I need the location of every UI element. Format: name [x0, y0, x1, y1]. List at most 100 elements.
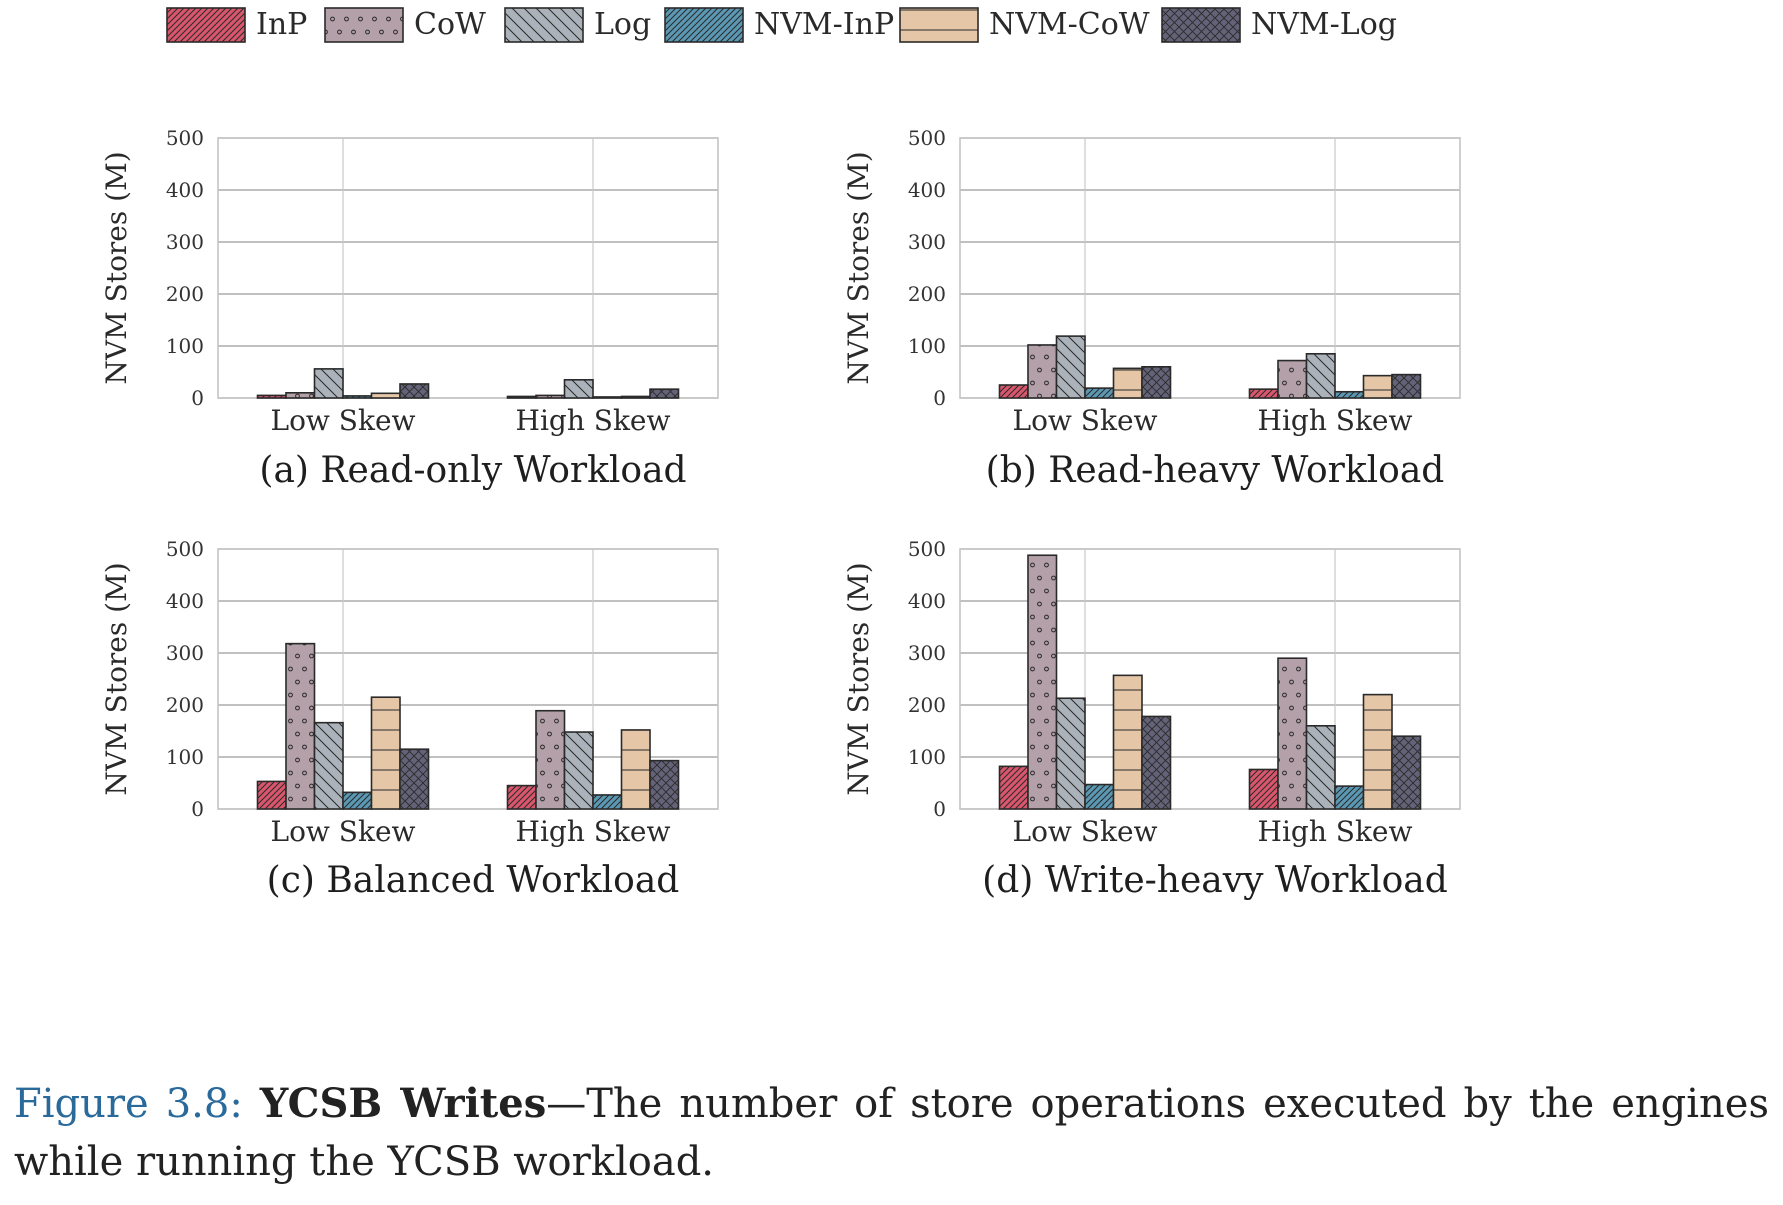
plot-border — [217, 137, 719, 399]
chart-panel-c: 0 100 200 300 400 500 Low Skew High Skew NVM Sto… — [100, 537, 719, 901]
bar-inp-low-skew — [998, 765, 1029, 810]
y-tick-label: 200 — [908, 693, 946, 717]
plot-area — [218, 138, 718, 398]
bar-nvm-log-high-skew — [649, 759, 680, 810]
bar-inp-high-skew — [1248, 388, 1279, 399]
bar-inp-low-skew — [256, 394, 287, 399]
legend-swatch — [1161, 7, 1241, 43]
bar-nvm-log-low-skew — [399, 383, 430, 399]
x-tick-label: Low Skew — [1012, 404, 1157, 437]
bar-nvm-inp-low-skew — [342, 395, 373, 399]
y-axis-label: NVM Stores (M) — [100, 151, 133, 384]
chart-panel-b: 0 100 200 300 400 500 Low Skew High Skew NVM Sto… — [842, 126, 1461, 491]
x-tick-label: High Skew — [1258, 404, 1413, 437]
plot-border — [217, 548, 719, 810]
legend-item-nvm-cow: NVM-CoW — [899, 7, 1150, 43]
legend-label: NVM-Log — [1251, 7, 1397, 42]
bar-log-high-skew — [1305, 352, 1336, 399]
bar-nvm-inp-low-skew — [1084, 783, 1115, 810]
x-tick-label: Low Skew — [270, 404, 415, 437]
y-tick-label: 0 — [933, 797, 946, 821]
bar-log-high-skew — [1305, 724, 1336, 810]
bar-inp-high-skew — [506, 395, 537, 399]
bar-inp-high-skew — [506, 784, 537, 810]
figure-caption: Figure 3.8: YCSB Writes—The number of st… — [14, 1075, 1769, 1191]
y-tick-label: 100 — [166, 745, 204, 769]
y-tick-label: 400 — [908, 178, 946, 202]
caption-label: Figure 3.8: — [14, 1081, 243, 1127]
bar-nvm-cow-high-skew — [620, 395, 651, 399]
bar-log-low-skew — [313, 721, 344, 810]
bar-nvm-inp-high-skew — [592, 794, 623, 810]
bar-log-high-skew — [563, 378, 594, 399]
bar-inp-high-skew — [1248, 768, 1279, 810]
y-tick-label: 100 — [908, 745, 946, 769]
legend-swatch — [504, 7, 584, 43]
bar-nvm-cow-high-skew — [1362, 374, 1393, 399]
bar-nvm-inp-high-skew — [592, 396, 623, 399]
caption-text: —The number of store operations executed… — [14, 1081, 1769, 1185]
y-axis-label: NVM Stores (M) — [842, 151, 875, 384]
bar-nvm-log-low-skew — [1141, 715, 1172, 810]
x-tick-label: High Skew — [1258, 815, 1413, 848]
legend-item-nvm-log: NVM-Log — [1161, 7, 1397, 43]
bar-inp-low-skew — [256, 780, 287, 810]
legend-item-log: Log — [504, 7, 651, 43]
plot-border — [959, 548, 1461, 810]
y-tick-label: 100 — [908, 334, 946, 358]
legend-item-nvm-inp: NVM-InP — [664, 7, 894, 43]
bar-log-low-skew — [1055, 697, 1086, 810]
x-tick-label: Low Skew — [1012, 815, 1157, 848]
y-tick-label: 500 — [908, 126, 946, 150]
bar-nvm-cow-high-skew — [620, 729, 651, 810]
y-tick-label: 0 — [191, 797, 204, 821]
bar-nvm-log-low-skew — [1141, 365, 1172, 399]
y-tick-label: 200 — [166, 282, 204, 306]
bar-nvm-inp-low-skew — [1084, 387, 1115, 399]
bar-cow-low-skew — [1027, 344, 1058, 399]
bar-nvm-cow-low-skew — [1112, 674, 1143, 810]
legend-swatch — [166, 7, 246, 43]
bar-nvm-log-low-skew — [399, 748, 430, 810]
panel-title: (c) Balanced Workload — [267, 860, 680, 901]
bar-cow-low-skew — [1027, 554, 1058, 810]
y-tick-label: 300 — [908, 641, 946, 665]
bar-cow-high-skew — [1277, 359, 1308, 399]
legend-label: NVM-InP — [754, 7, 894, 42]
y-tick-label: 300 — [908, 230, 946, 254]
y-tick-label: 300 — [166, 230, 204, 254]
bar-inp-low-skew — [998, 384, 1029, 399]
panel-title: (a) Read-only Workload — [259, 450, 686, 491]
bar-nvm-cow-low-skew — [370, 392, 401, 399]
bar-nvm-inp-low-skew — [342, 791, 373, 810]
legend-item-inp: InP — [166, 7, 307, 43]
x-tick-label: Low Skew — [270, 815, 415, 848]
bar-nvm-log-high-skew — [649, 388, 680, 399]
legend-item-cow: CoW — [324, 7, 486, 43]
bar-log-low-skew — [1055, 335, 1086, 399]
legend-label: InP — [256, 7, 307, 42]
legend-swatch — [899, 7, 979, 43]
bar-cow-high-skew — [535, 709, 566, 810]
x-tick-label: High Skew — [516, 815, 671, 848]
caption-bold-title: YCSB Writes — [259, 1080, 547, 1127]
y-tick-label: 300 — [166, 641, 204, 665]
y-tick-label: 100 — [166, 334, 204, 358]
bar-nvm-inp-high-skew — [1334, 785, 1365, 810]
chart-panel-a: 0 100 200 300 400 500 Low Skew High Skew NVM Sto… — [100, 126, 719, 491]
y-tick-label: 0 — [933, 386, 946, 410]
plot-border — [959, 137, 1461, 399]
x-tick-label: High Skew — [516, 404, 671, 437]
bar-nvm-inp-high-skew — [1334, 390, 1365, 399]
chart-panels: 0 100 200 300 400 500 Low Skew High Skew NVM Sto… — [100, 126, 1461, 901]
legend-label: Log — [594, 7, 651, 42]
panel-title: (b) Read-heavy Workload — [986, 450, 1445, 491]
bar-nvm-cow-low-skew — [1112, 367, 1143, 399]
legend: InP CoW Log NVM-InP NVM-CoW NVM-Log — [166, 7, 1397, 43]
y-axis-label: NVM Stores (M) — [100, 562, 133, 795]
bar-nvm-cow-low-skew — [370, 696, 401, 810]
y-tick-label: 200 — [166, 693, 204, 717]
y-axis-label: NVM Stores (M) — [842, 562, 875, 795]
y-tick-label: 400 — [166, 178, 204, 202]
chart-panel-d: 0 100 200 300 400 500 Low Skew High Skew NVM Sto… — [842, 537, 1461, 901]
